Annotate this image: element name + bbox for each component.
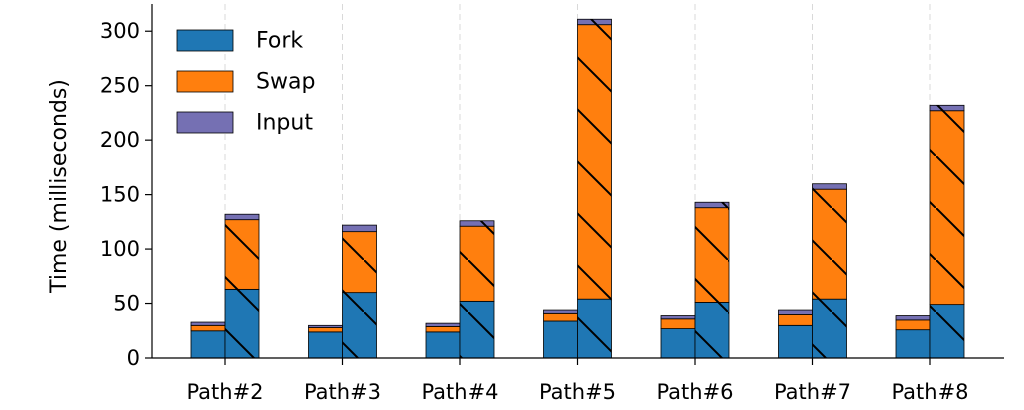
legend-label-input: Input	[256, 111, 313, 136]
bar-path8-group1-fork	[895, 329, 931, 359]
bar-hatch-path2-fork	[225, 289, 259, 358]
bar-path2-group1-fork	[190, 330, 226, 359]
bar-hatch-path3-input	[342, 225, 377, 232]
bar-hatch-path2-input	[225, 214, 259, 220]
legend: Fork Swap Input	[176, 29, 315, 136]
legend-label-fork: Fork	[256, 29, 303, 54]
bar-path2-group1-input	[190, 321, 226, 326]
y-tick-label-300: 300	[100, 19, 140, 43]
y-tick-label-250: 250	[100, 74, 140, 98]
x-tick-label-path7: Path#7	[774, 380, 851, 404]
x-tick-label-path6: Path#6	[656, 380, 733, 404]
x-tick-label-path3: Path#3	[304, 380, 381, 404]
bar-path4-group1-swap	[425, 326, 461, 333]
x-tick-label-path5: Path#5	[539, 380, 616, 404]
bar-hatch-path6-swap	[695, 207, 729, 303]
bar-hatch-path4-fork	[460, 301, 494, 358]
bar-path2-group1-swap	[190, 324, 226, 332]
legend-label-swap: Swap	[256, 70, 315, 95]
y-tick-label-50: 50	[113, 292, 140, 316]
bar-path4-group1-input	[425, 322, 461, 327]
bar-hatch-path4-swap	[460, 226, 494, 302]
y-tick-label-150: 150	[100, 183, 140, 207]
bar-path3-group1-fork	[308, 331, 343, 359]
bar-path8-group1-input	[895, 315, 931, 321]
bar-hatch-path7-swap	[812, 189, 847, 300]
bar-hatch-path7-fork	[812, 299, 847, 358]
x-tick-label-path4: Path#4	[421, 380, 498, 404]
y-tick-label-100: 100	[100, 237, 140, 261]
bar-path5-group1-input	[543, 309, 578, 314]
y-ticks: 0 50 100 150 200 250 300	[100, 19, 152, 370]
bar-hatch-path2-swap	[225, 219, 259, 290]
bar-hatch-path5-input	[577, 19, 612, 25]
legend-swatch-fork	[176, 29, 234, 52]
bar-hatch-path6-input	[695, 202, 729, 208]
bar-hatch-path8-fork	[930, 304, 964, 358]
bar-path5-group1-swap	[543, 312, 578, 322]
bars-layer	[190, 18, 965, 359]
bar-path5-group1-fork	[543, 320, 578, 359]
bar-path4-group1-fork	[425, 331, 461, 359]
bar-hatch-path3-fork	[342, 292, 377, 358]
x-tick-label-path8: Path#8	[891, 380, 968, 404]
bar-hatch-path5-swap	[577, 24, 612, 300]
bar-path6-group1-fork	[660, 328, 696, 359]
bar-hatch-path5-fork	[577, 299, 612, 358]
bar-path6-group1-input	[660, 315, 696, 320]
x-tick-label-path2: Path#2	[186, 380, 263, 404]
bar-path7-group1-swap	[778, 314, 813, 326]
bar-hatch-path6-fork	[695, 302, 729, 358]
bar-hatch-path4-input	[460, 220, 494, 227]
bar-hatch-path8-input	[930, 105, 964, 111]
bar-hatch-path3-swap	[342, 231, 377, 293]
bar-hatch-path7-input	[812, 183, 847, 190]
y-axis-title: Time (milliseconds)	[47, 79, 72, 294]
bar-path7-group1-input	[778, 309, 813, 315]
bar-path8-group1-swap	[895, 319, 931, 331]
y-tick-label-0: 0	[127, 346, 140, 370]
bar-path3-group1-swap	[308, 327, 343, 333]
x-ticks: Path#2 Path#3 Path#4 Path#5 Path#6 Path#7 Path…	[186, 358, 969, 404]
bar-path7-group1-fork	[778, 324, 813, 359]
y-tick-label-200: 200	[100, 128, 140, 152]
bar-path6-group1-swap	[660, 318, 696, 329]
bar-hatch-path8-swap	[930, 110, 964, 305]
bar-path3-group1-input	[308, 324, 343, 328]
legend-swatch-swap	[176, 70, 234, 93]
legend-swatch-input	[176, 111, 234, 134]
